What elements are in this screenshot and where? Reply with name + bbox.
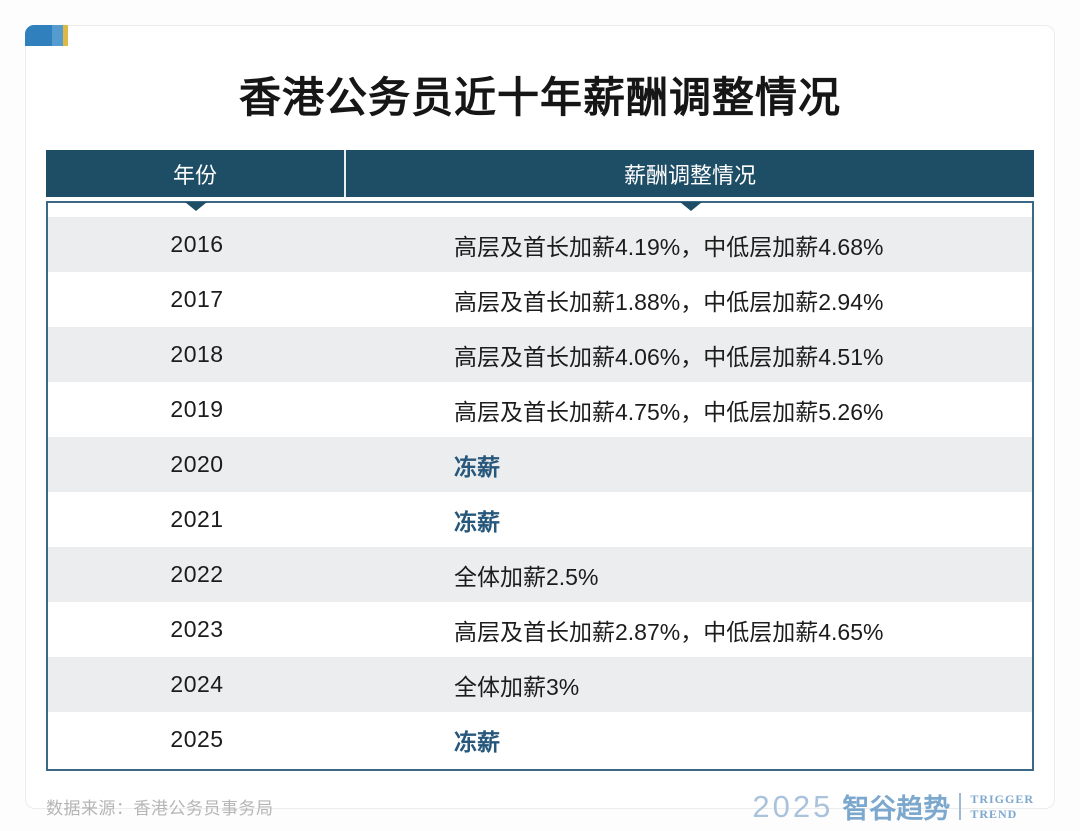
- page-title: 香港公务员近十年薪酬调整情况: [238, 74, 841, 121]
- brand-logo: 2025 智谷趋势 TRIGGER TREND: [752, 787, 1034, 826]
- logo-brand: 智谷趋势: [842, 794, 951, 824]
- decoration-bar-light-blue: [52, 25, 63, 46]
- table-row: 2023 高层及首长加薪2.87%，中低层加薪4.65%: [48, 602, 1032, 657]
- table-row: 2019 高层及首长加薪4.75%，中低层加薪5.26%: [48, 382, 1032, 437]
- row-adjustment: 冻薪: [454, 508, 500, 535]
- table-row: 2021 冻薪: [48, 492, 1032, 547]
- row-year: 2016: [170, 231, 224, 257]
- row-adjustment: 高层及首长加薪4.06%，中低层加薪4.51%: [454, 343, 884, 370]
- card-footer: 数据来源：香港公务员事务局 2025 智谷趋势 TRIGGER TREND: [46, 787, 1034, 826]
- row-year: 2022: [170, 561, 224, 587]
- row-year: 2020: [170, 451, 224, 477]
- row-adjustment: 高层及首长加薪2.87%，中低层加薪4.65%: [454, 618, 884, 645]
- table-row: 2022 全体加薪2.5%: [48, 547, 1032, 602]
- row-adjustment: 高层及首长加薪4.75%，中低层加薪5.26%: [454, 398, 884, 425]
- table-row: 2024 全体加薪3%: [48, 657, 1032, 712]
- table-row: 2025 冻薪: [48, 712, 1032, 767]
- row-adjustment: 高层及首长加薪1.88%，中低层加薪2.94%: [454, 288, 884, 315]
- logo-tagline: TRIGGER TREND: [970, 792, 1034, 821]
- row-year: 2024: [170, 671, 224, 697]
- row-adjustment: 高层及首长加薪4.19%，中低层加薪4.68%: [454, 233, 884, 260]
- decoration-bar-gold: [63, 25, 68, 46]
- decoration-bar-dark-blue: [25, 25, 52, 46]
- table-body: 2016 高层及首长加薪4.19%，中低层加薪4.68% 2017 高层及首长加…: [46, 201, 1034, 771]
- infographic-card: 香港公务员近十年薪酬调整情况 年份 薪酬调整情况 2016 高层及首长加薪4.1…: [25, 25, 1055, 824]
- logo-tagline-line2: TREND: [970, 806, 1018, 821]
- pointer-triangle-year-icon: [185, 202, 207, 211]
- row-adjustment: 全体加薪3%: [454, 673, 580, 700]
- header-cell-year: 年份: [46, 150, 346, 197]
- row-year: 2019: [170, 396, 224, 422]
- table-row: 2016 高层及首长加薪4.19%，中低层加薪4.68%: [48, 217, 1032, 272]
- table-row: 2018 高层及首长加薪4.06%，中低层加薪4.51%: [48, 327, 1032, 382]
- logo-tagline-line1: TRIGGER: [970, 792, 1034, 807]
- table-row: 2017 高层及首长加薪1.88%，中低层加薪2.94%: [48, 272, 1032, 327]
- corner-decoration: [25, 25, 68, 46]
- row-year: 2023: [170, 616, 224, 642]
- row-year: 2025: [170, 726, 224, 752]
- pointer-triangle-adjustment-icon: [680, 202, 702, 211]
- table-header: 年份 薪酬调整情况: [46, 150, 1034, 197]
- row-year: 2021: [170, 506, 224, 532]
- salary-table: 年份 薪酬调整情况 2016 高层及首长加薪4.19%，中低层加薪4.68% 2…: [46, 150, 1034, 771]
- row-year: 2017: [170, 286, 224, 312]
- logo-divider: [959, 793, 962, 820]
- row-adjustment: 冻薪: [454, 728, 500, 755]
- header-cell-adjustment: 薪酬调整情况: [623, 162, 756, 188]
- row-adjustment: 冻薪: [454, 453, 500, 480]
- row-adjustment: 全体加薪2.5%: [454, 563, 599, 590]
- logo-year: 2025: [752, 788, 834, 824]
- row-year: 2018: [170, 341, 224, 367]
- source-note: 数据来源：香港公务员事务局: [46, 799, 274, 818]
- table-row: 2020 冻薪: [48, 437, 1032, 492]
